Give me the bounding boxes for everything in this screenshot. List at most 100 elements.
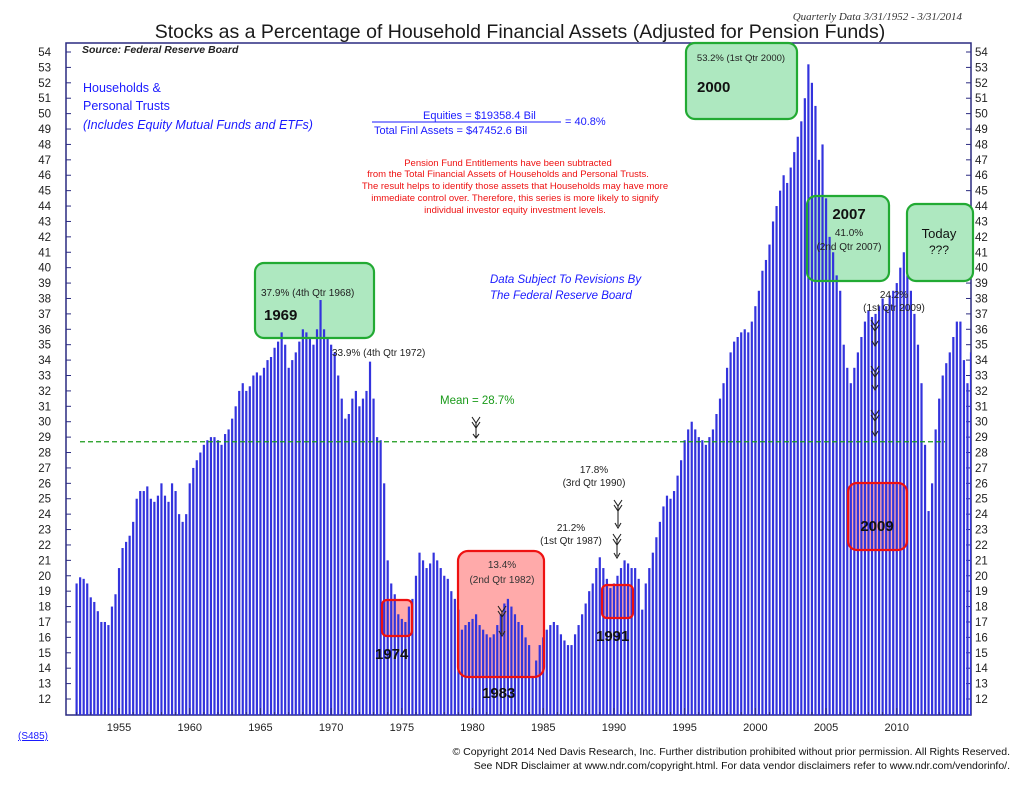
y-tick-label-right: 15 (975, 648, 988, 660)
y-tick-label-right: 34 (975, 355, 988, 367)
bar (856, 352, 859, 715)
callout-2009-year: 2009 (860, 518, 893, 535)
bar (383, 483, 386, 715)
bar (931, 483, 934, 715)
y-tick-label-right: 18 (975, 602, 988, 614)
chart-code: (S485) (18, 731, 48, 742)
callout-box-1974 (380, 598, 414, 638)
bar (998, 268, 1000, 715)
bar (637, 578, 640, 715)
callout-box-2007 (805, 194, 891, 283)
callout-1990-quarter: (3rd Qtr 1990) (563, 478, 626, 489)
y-tick-label-right: 23 (975, 525, 988, 537)
y-tick-label-left: 20 (38, 571, 51, 583)
callout-box-2000 (684, 41, 799, 121)
y-tick-label-left: 43 (38, 216, 51, 228)
y-tick-label-right: 45 (975, 186, 988, 198)
note-line5: individual investor equity investment le… (424, 205, 606, 216)
y-tick-label-left: 29 (38, 432, 51, 444)
bar (181, 521, 184, 715)
bar (418, 552, 421, 715)
y-tick-label-right: 24 (975, 509, 988, 521)
y-tick-label-right: 44 (975, 201, 988, 213)
bar (305, 332, 308, 715)
bar (800, 121, 803, 715)
bar (121, 548, 124, 715)
bar (354, 390, 357, 715)
bar (916, 344, 920, 715)
bar (153, 501, 156, 715)
y-tick-label-left: 34 (38, 355, 51, 367)
bar (202, 444, 205, 715)
y-tick-label-left: 44 (38, 201, 51, 213)
y-tick-label-left: 16 (38, 632, 51, 644)
arrow-1990-icon (613, 499, 623, 530)
bar (969, 352, 971, 715)
y-tick-label-left: 49 (38, 124, 51, 136)
bar (170, 483, 174, 715)
bar (213, 437, 216, 715)
bar (863, 321, 867, 715)
bar (867, 310, 870, 715)
bar-series (75, 64, 1000, 715)
callout-1982-value: 13.4% (488, 560, 516, 571)
bar (694, 429, 697, 715)
bar (404, 621, 407, 715)
y-tick-label-right: 27 (975, 463, 988, 475)
bar (566, 645, 570, 715)
bar (747, 332, 750, 715)
bar (397, 614, 400, 715)
bar (775, 206, 778, 715)
x-tick-label: 2000 (743, 722, 767, 734)
y-tick-label-right: 46 (975, 170, 988, 182)
y-axis-left: 12 13 14 15 16 17 18 19 20 21 22 23 24 25 26 27 28 29 30 31… (38, 47, 71, 706)
bar (623, 560, 626, 715)
y-tick-label-left: 23 (38, 525, 51, 537)
bar (761, 270, 764, 715)
note-line1: Pension Fund Entitlements have been subt… (404, 158, 612, 169)
bar (959, 321, 962, 715)
bar (584, 603, 587, 715)
y-tick-label-right: 14 (975, 663, 988, 675)
x-tick-label: 1960 (177, 722, 201, 734)
y-tick-label-left: 26 (38, 478, 51, 490)
bar (255, 372, 258, 715)
bar (870, 316, 874, 715)
y-tick-label-right: 26 (975, 478, 988, 490)
bar (634, 568, 637, 715)
y-axis-right: 12 13 14 15 16 17 18 19 20 21 22 23 24 25 26 27 28 29 30 31… (966, 47, 988, 706)
y-tick-label-right: 29 (975, 432, 988, 444)
bar (400, 618, 403, 715)
y-tick-label-left: 28 (38, 448, 51, 460)
y-tick-label-left: 22 (38, 540, 51, 552)
bar (581, 614, 584, 715)
bar (718, 398, 722, 715)
callout-box-today (905, 202, 975, 283)
bar (432, 552, 435, 715)
y-tick-label-left: 25 (38, 494, 51, 506)
y-tick-label-right: 50 (975, 109, 988, 121)
bar (927, 511, 930, 715)
bar (248, 386, 251, 715)
bar (612, 583, 616, 715)
bar (443, 575, 446, 715)
y-tick-label-left: 51 (38, 93, 51, 105)
bar (132, 521, 135, 715)
y-tick-label-left: 24 (38, 509, 51, 521)
bar (648, 568, 651, 715)
bar (764, 259, 768, 715)
bar (361, 398, 365, 715)
bar (552, 621, 555, 715)
x-tick-label: 1955 (107, 722, 131, 734)
bar (782, 175, 785, 715)
bar (687, 429, 690, 715)
bar (185, 514, 188, 715)
bar (573, 634, 577, 715)
bar (588, 591, 591, 715)
bar (460, 629, 464, 715)
bar (277, 341, 280, 715)
bar (125, 541, 128, 715)
formula-numerator: Equities = $19358.4 Bil (423, 110, 536, 122)
chart-source: Source: Federal Reserve Board (82, 44, 239, 56)
bar (658, 521, 661, 715)
